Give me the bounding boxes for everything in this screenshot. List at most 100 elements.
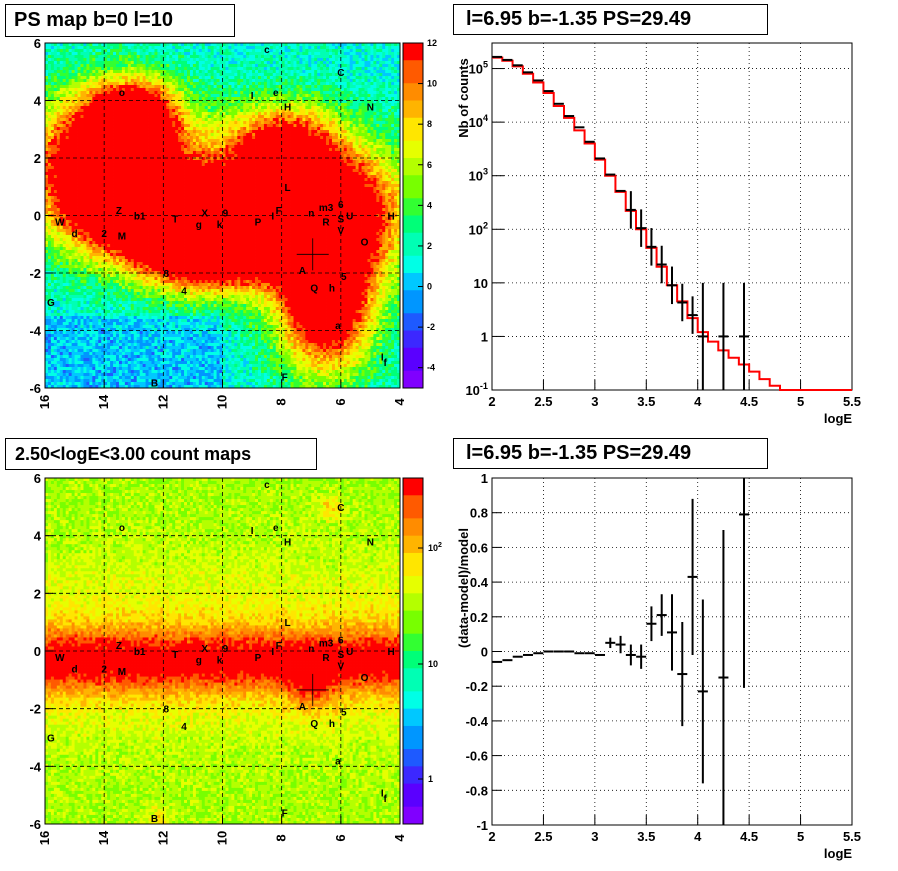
tl-colorbar-cell	[403, 117, 423, 124]
bl-colorbar-cell	[403, 622, 423, 629]
bl-ytick-label: 6	[34, 471, 41, 486]
tl-colorbar-cell	[403, 347, 423, 354]
bl-source-label: g	[196, 656, 202, 667]
tl-ytick-label: -6	[29, 381, 41, 396]
tl-colorbar-cell	[403, 175, 423, 182]
tl-source-label: b1	[134, 212, 146, 223]
tl-colorbar-cell	[403, 313, 423, 320]
bl-colorbar-cell	[403, 731, 423, 738]
bl-colorbar-cell	[403, 570, 423, 577]
bl-colorbar-cell	[403, 478, 423, 485]
tl-colorbar-cell	[403, 158, 423, 165]
tl-colorbar-cell	[403, 227, 423, 234]
bl-colorbar-cell	[403, 576, 423, 583]
bl-colorbar-cell	[403, 535, 423, 542]
tr-xtick-label: 3.5	[637, 394, 655, 409]
bl-colorbar-cell	[403, 674, 423, 681]
bl-colorbar-label: 10	[428, 659, 438, 669]
tl-colorbar-cell	[403, 204, 423, 211]
bl-colorbar-cell	[403, 772, 423, 779]
tl-source-label: 9	[223, 209, 229, 220]
br-xtick-label: 5	[797, 829, 804, 844]
bl-colorbar-cell	[403, 737, 423, 744]
bl-colorbar-cell	[403, 760, 423, 767]
bl-colorbar-cell	[403, 708, 423, 715]
br-xtick-label: 3.5	[637, 829, 655, 844]
tl-colorbar-cell	[403, 376, 423, 383]
bl-colorbar-cell	[403, 541, 423, 548]
bl-colorbar-cell	[403, 489, 423, 496]
tl-source-label: o	[119, 88, 125, 99]
bl-colorbar-cell	[403, 501, 423, 508]
bl-colorbar-cell	[403, 789, 423, 796]
br-ytick-label: -1	[476, 818, 488, 833]
bl-colorbar-cell	[403, 812, 423, 819]
br-xtick-label: 5.5	[843, 829, 861, 844]
bl-source-label: 2	[101, 664, 107, 675]
bl-colorbar-cell	[403, 506, 423, 514]
bl-colorbar-cell	[403, 783, 423, 790]
br-ytick-label: 1	[481, 471, 488, 486]
bl-source-label: b1	[134, 647, 146, 658]
tl-colorbar-cell	[403, 209, 423, 216]
tl-colorbar-cell	[403, 232, 423, 239]
tl-source-label: M	[118, 232, 126, 243]
br-title: l=6.95 b=-1.35 PS=29.49	[453, 438, 768, 469]
tl-colorbar-cell	[403, 221, 423, 228]
bl-source-label: 6	[338, 635, 344, 646]
tl-colorbar-cell	[403, 273, 423, 280]
bl-source-label: Q	[310, 719, 318, 730]
bl-colorbar-cell	[403, 651, 423, 658]
tl-source-label: 2	[101, 229, 107, 240]
bl-colorbar-cell	[403, 512, 423, 519]
tl-source-label: m3	[319, 203, 334, 214]
bl-colorbar-cell	[403, 702, 423, 710]
bl-xtick-label: 16	[37, 831, 52, 845]
bl-source-label: n	[308, 644, 314, 655]
bl-source-label: L	[285, 618, 291, 629]
bl-source-label: B	[151, 814, 158, 825]
br-ytick-label: -0.2	[466, 679, 488, 694]
bl-xtick-label: 6	[333, 834, 348, 841]
bl-colorbar-cell	[403, 558, 423, 565]
bl-colorbar-cell	[403, 524, 423, 531]
tr-xtick-label: 2	[488, 394, 495, 409]
tl-colorbar-cell	[403, 198, 423, 205]
bl-source-label: f	[384, 794, 388, 805]
tl-ytick-label: 6	[34, 36, 41, 51]
bl-colorbar-cell	[403, 777, 423, 785]
tl-ytick-label: -2	[29, 266, 41, 281]
tl-colorbar-label: 6	[427, 160, 432, 170]
bl-colorbar-cell	[403, 697, 423, 704]
tr-ytick-label: 10	[474, 276, 488, 291]
tl-colorbar-cell	[403, 319, 423, 326]
tr-xtick-label: 5.5	[843, 394, 861, 409]
tl-source-label: Q	[310, 283, 318, 294]
bl-source-label: G	[47, 734, 55, 745]
tr-ytick-label: 103	[468, 167, 488, 184]
bl-source-label: C	[337, 503, 344, 514]
tl-xtick-label: 6	[333, 398, 348, 405]
bl-colorbar-cell	[403, 679, 423, 687]
bl-source-label: R	[322, 653, 330, 664]
bl-colorbar-cell	[403, 645, 423, 652]
bl-colorbar-cell	[403, 685, 423, 692]
tr-xlabel: logE	[824, 411, 852, 426]
tl-colorbar-cell	[403, 181, 423, 188]
br-ytick-label: -0.4	[466, 714, 489, 729]
bl-source-label: N	[367, 537, 374, 548]
bl-source-label: h	[329, 719, 335, 730]
tl-colorbar-cell	[403, 238, 423, 245]
br-ytick-label: 0	[481, 645, 488, 660]
bl-source-label: k	[217, 656, 223, 667]
bl-title: 2.50<logE<3.00 count maps	[5, 438, 317, 470]
tl-source-label: G	[47, 298, 55, 309]
bl-source-label: I	[251, 526, 254, 537]
tl-ytick-label: 0	[34, 209, 41, 224]
bl-source-label: P	[255, 653, 262, 664]
tr-ytick-label: 102	[468, 220, 488, 237]
tl-colorbar-cell	[403, 94, 423, 101]
tl-map-cells	[45, 43, 401, 389]
bl-colorbar-cell	[403, 529, 423, 537]
tl-colorbar-cell	[403, 330, 423, 337]
